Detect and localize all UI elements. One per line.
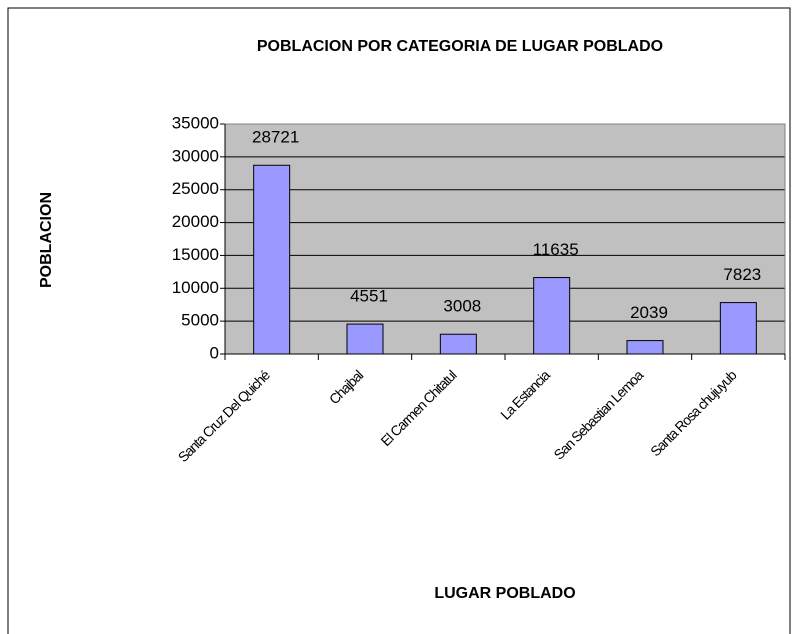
- data-label: 3008: [443, 297, 481, 316]
- x-tick-label: Chajbal: [326, 367, 367, 408]
- y-tick-label: 10000: [172, 278, 219, 297]
- data-label: 11635: [533, 240, 579, 259]
- x-tick-label: El Carmen Chitatul: [377, 367, 459, 449]
- bar: [346, 323, 384, 355]
- y-tick-label: 35000: [172, 113, 219, 132]
- x-tick-label: Santa Rosa chujuyub: [647, 367, 740, 460]
- chart-border: [7, 7, 791, 634]
- y-axis-label: POBLACION: [38, 192, 55, 288]
- y-tick-label: 20000: [172, 212, 219, 231]
- data-label: 2039: [630, 303, 668, 322]
- chart-title: POBLACION POR CATEGORIA DE LUGAR POBLADO: [257, 38, 663, 55]
- data-label: 7823: [723, 265, 761, 284]
- bar: [719, 302, 757, 355]
- y-tick-label: 25000: [172, 179, 219, 198]
- y-tick-label: 5000: [181, 311, 219, 330]
- bar: [439, 333, 477, 355]
- x-axis-label: LUGAR POBLADO: [434, 585, 575, 602]
- x-tick-label: Santa Cruz Del Quiché: [175, 367, 274, 466]
- data-label: 28721: [252, 128, 299, 147]
- data-label: 4551: [350, 287, 388, 306]
- plot-area: [225, 124, 785, 354]
- x-tick-label: San Sebastian Lemoa: [550, 367, 646, 463]
- y-tick-label: 0: [210, 343, 219, 362]
- bar: [253, 164, 291, 355]
- bar: [533, 277, 571, 355]
- y-tick-label: 15000: [172, 245, 219, 264]
- y-tick-label: 30000: [172, 146, 219, 165]
- bar: [626, 340, 664, 355]
- x-tick-label: La Estancia: [497, 367, 553, 423]
